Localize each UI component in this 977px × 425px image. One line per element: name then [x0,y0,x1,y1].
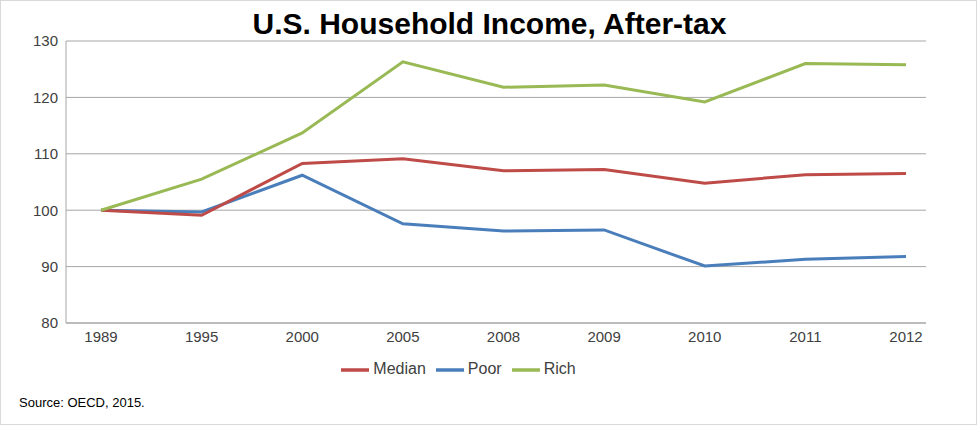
svg-text:2011: 2011 [789,328,821,345]
html-text:Poor: Poor [467,360,502,378]
svg-text:90: 90 [41,258,58,275]
svg-text:110: 110 [34,145,58,162]
svg-text:100: 100 [33,202,58,219]
svg-text:2008: 2008 [487,328,520,345]
svg-text:120: 120 [33,89,58,106]
svg-text:1995: 1995 [185,328,218,345]
svg-text:2000: 2000 [286,328,319,345]
svg-text:80: 80 [41,314,58,331]
svg-text:1989: 1989 [84,328,117,345]
svg-text:2009: 2009 [587,328,620,345]
svg-text:2010: 2010 [688,328,721,345]
svg-text:130: 130 [33,32,58,49]
html-text:Median: Median [373,360,426,378]
svg-text:2012: 2012 [889,328,922,345]
svg-text:2005: 2005 [386,328,419,345]
html-text:Rich: Rich [543,360,576,378]
html-text:U.S. Household Income, After-t: U.S. Household Income, After-tax [252,7,727,40]
html-text:Source: OECD, 2015.: Source: OECD, 2015. [19,395,145,410]
